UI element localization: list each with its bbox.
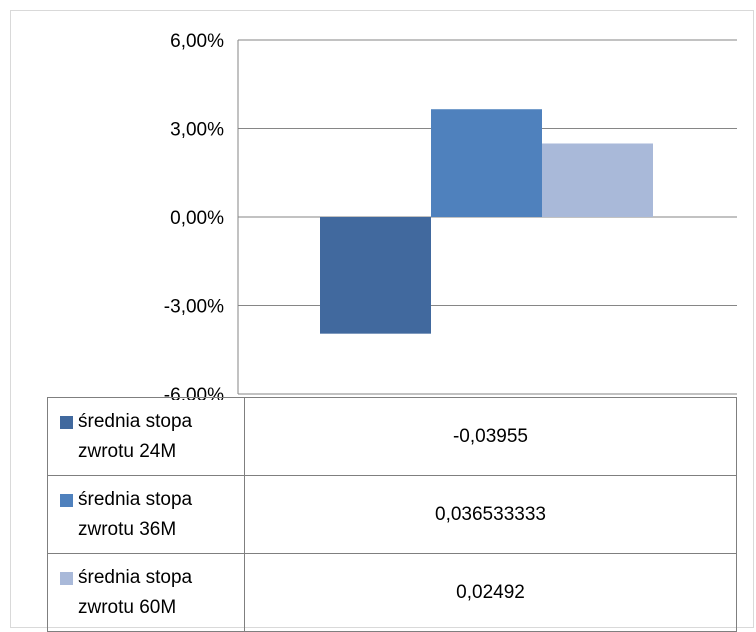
bar-series-1 bbox=[320, 217, 431, 334]
table-row: średnia stopa zwrotu 36M 0,036533333 bbox=[47, 475, 737, 554]
y-tick-label: -3,00% bbox=[164, 297, 224, 318]
data-value: -0,03955 bbox=[244, 397, 737, 476]
legend-swatch bbox=[60, 571, 73, 585]
y-tick-label: 0,00% bbox=[170, 208, 224, 229]
table-row: średnia stopa zwrotu 60M 0,02492 bbox=[47, 553, 737, 632]
legend-cell: średnia stopa zwrotu 60M bbox=[47, 553, 245, 632]
legend-label: średnia stopa zwrotu 24M bbox=[78, 410, 193, 462]
bar-chart: 6,00% 3,00% 0,00% -3,00% -6,00% bbox=[164, 31, 737, 400]
data-value: 0,02492 bbox=[244, 553, 737, 632]
bar-series-3 bbox=[542, 143, 653, 217]
legend-entry: średnia stopa zwrotu 36M bbox=[48, 485, 244, 545]
bars bbox=[320, 109, 653, 334]
data-table: średnia stopa zwrotu 24M -0,03955 średnia … bbox=[47, 397, 737, 632]
y-tick-label: -6,00% bbox=[164, 385, 224, 400]
legend-swatch bbox=[60, 493, 73, 507]
legend-swatch bbox=[60, 415, 73, 429]
y-tick-label: 6,00% bbox=[170, 31, 224, 52]
bar-series-2 bbox=[431, 109, 542, 217]
legend-entry: średnia stopa zwrotu 24M bbox=[48, 407, 244, 467]
table-row: średnia stopa zwrotu 24M -0,03955 bbox=[47, 397, 737, 476]
legend-cell: średnia stopa zwrotu 24M bbox=[47, 397, 245, 476]
legend-label: średnia stopa zwrotu 60M bbox=[78, 566, 193, 618]
legend-cell: średnia stopa zwrotu 36M bbox=[47, 475, 245, 554]
legend-entry: średnia stopa zwrotu 60M bbox=[48, 563, 244, 623]
legend-label: średnia stopa zwrotu 36M bbox=[78, 488, 193, 540]
data-value: 0,036533333 bbox=[244, 475, 737, 554]
y-axis: 6,00% 3,00% 0,00% -3,00% -6,00% bbox=[164, 31, 239, 400]
y-tick-label: 3,00% bbox=[170, 120, 224, 141]
